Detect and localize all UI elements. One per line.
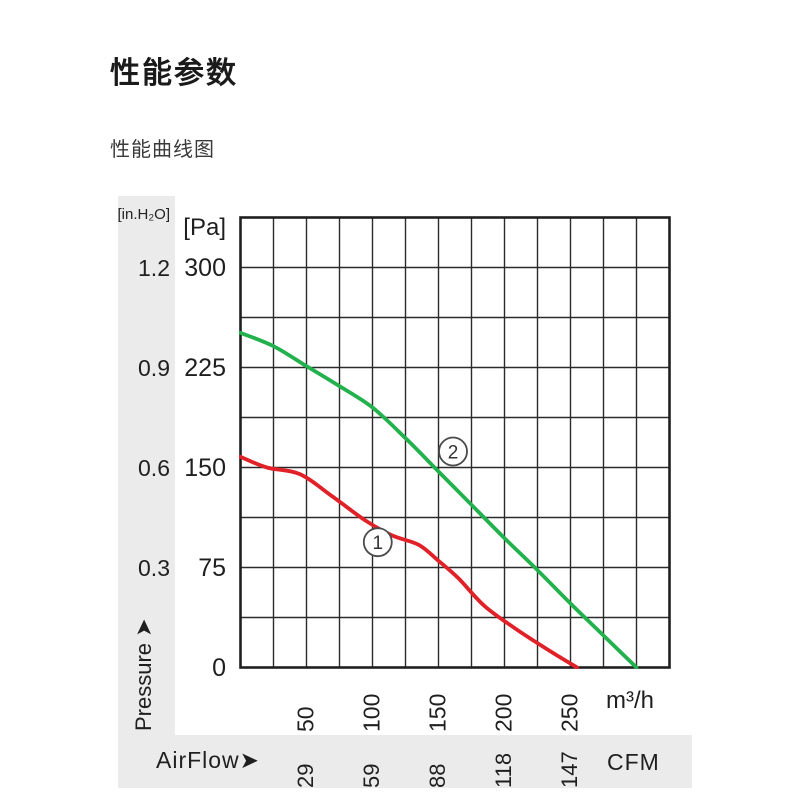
m3h-tick-200: 200 [490, 693, 517, 732]
performance-curve-chart: 12 [239, 216, 671, 669]
y-axis-label-pressure: Pressure ➤ [131, 618, 156, 731]
section-subtitle: 性能曲线图 [110, 139, 215, 161]
x-axis-unit-cfm: CFM [607, 749, 660, 775]
curve-1-label-circle [362, 527, 393, 558]
curve-1-label-number: 1 [372, 533, 383, 554]
curve-2-label-circle [438, 436, 468, 467]
page-title: 性能参数 [110, 57, 238, 90]
m3h-tick-100: 100 [358, 693, 385, 732]
cfm-tick-29: 29 [293, 763, 318, 788]
y-axis-unit-pa: [Pa] [183, 214, 226, 241]
inh2o-tick-0.6: 0.6 [138, 455, 170, 481]
cfm-tick-118: 118 [491, 752, 516, 788]
x-axis-label-airflow: AirFlow➤ [156, 747, 260, 773]
pa-tick-150: 150 [184, 454, 226, 482]
pa-tick-225: 225 [184, 354, 226, 382]
m3h-tick-150: 150 [424, 693, 451, 732]
m3h-tick-50: 50 [292, 706, 319, 732]
x-axis-unit-m3h: m³/h [606, 687, 654, 714]
inh2o-tick-0.9: 0.9 [138, 355, 170, 381]
pressure-axis-gray-band [118, 196, 175, 788]
pa-tick-300: 300 [184, 254, 226, 282]
pa-tick-75: 75 [198, 554, 226, 582]
cfm-tick-88: 88 [425, 763, 450, 788]
curve-2-label-number: 2 [448, 442, 459, 463]
y-axis-unit-inh2o: [in.H₂O] [117, 206, 171, 223]
plot-border [239, 216, 671, 669]
pa-tick-0: 0 [212, 654, 226, 682]
airflow-axis-gray-band [118, 735, 692, 788]
cfm-tick-59: 59 [359, 763, 384, 788]
curve-2-line [239, 330, 639, 669]
inh2o-tick-1.2: 1.2 [138, 255, 170, 281]
curve-1-line [239, 454, 579, 669]
cfm-tick-147: 147 [557, 751, 582, 788]
m3h-tick-250: 250 [556, 693, 583, 732]
inh2o-tick-0.3: 0.3 [138, 555, 170, 581]
